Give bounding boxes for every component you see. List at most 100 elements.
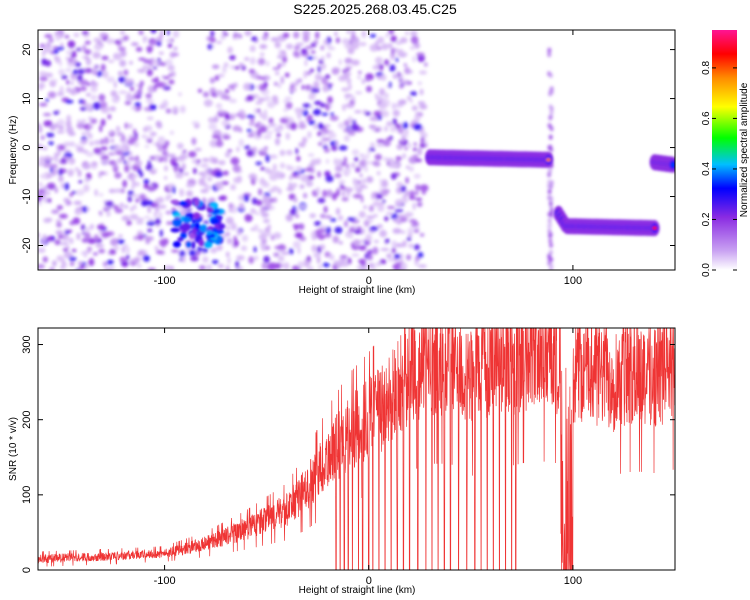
noise-blob [146, 45, 154, 52]
noise-blob [381, 179, 388, 188]
noise-blob [249, 57, 256, 65]
noise-blob [319, 102, 326, 108]
noise-blob [263, 109, 268, 117]
track-core [546, 158, 551, 162]
noise-blob [194, 147, 202, 152]
noise-blob [376, 224, 383, 229]
noise-blob [417, 54, 425, 63]
noise-blob [106, 211, 111, 215]
noise-blob [388, 81, 392, 89]
noise-blob [90, 81, 99, 87]
noise-blob [138, 57, 146, 61]
noise-blob [49, 267, 55, 270]
noise-blob [343, 134, 350, 142]
noise-blob [402, 153, 407, 159]
noise-blob [347, 46, 355, 55]
noise-blob [314, 221, 322, 226]
noise-blob [371, 160, 380, 166]
noise-blob [93, 64, 97, 73]
noise-blob [280, 63, 286, 67]
noise-blob [113, 81, 117, 89]
noise-blob [228, 98, 237, 104]
noise-blob [364, 111, 371, 116]
noise-blob [243, 194, 250, 202]
noise-blob [70, 81, 74, 85]
noise-blob [361, 178, 367, 185]
noise-blob [280, 162, 285, 169]
noise-blob [251, 36, 258, 42]
noise-blob [293, 224, 299, 231]
noise-blob [172, 186, 176, 194]
noise-blob [322, 189, 328, 198]
noise-blob [112, 162, 118, 170]
noise-blob [390, 172, 397, 180]
noise-blob [82, 44, 87, 52]
noise-blob [38, 201, 42, 207]
noise-blob [409, 91, 418, 96]
noise-blob [302, 34, 310, 43]
noise-blob [47, 198, 52, 203]
noise-blob [352, 95, 356, 102]
noise-blob [299, 184, 305, 190]
noise-blob [102, 70, 109, 79]
noise-blob [209, 37, 216, 43]
noise-blob [173, 46, 178, 51]
noise-streak-blob [548, 134, 553, 140]
noise-blob [366, 215, 375, 219]
noise-blob [363, 219, 370, 227]
noise-blob [164, 155, 168, 163]
noise-blob [413, 229, 420, 233]
noise-blob [133, 235, 139, 241]
noise-blob [146, 221, 156, 226]
noise-blob [225, 251, 230, 258]
noise-blob [379, 229, 387, 238]
noise-blob [218, 160, 226, 166]
noise-blob [345, 67, 350, 72]
noise-blob [289, 165, 294, 170]
noise-streak-blob [548, 233, 552, 239]
noise-blob [227, 46, 234, 54]
noise-blob [277, 83, 282, 89]
noise-blob [413, 244, 420, 251]
noise-blob [285, 43, 294, 50]
noise-blob [144, 144, 150, 149]
noise-streak-blob [547, 179, 551, 185]
noise-blob [314, 31, 320, 39]
noise-blob [390, 213, 399, 220]
noise-blob [188, 249, 196, 256]
noise-blob [359, 42, 367, 47]
figure-title: S225.2025.268.03.45.C25 [293, 1, 457, 17]
noise-blob [129, 61, 133, 65]
noise-blob [408, 166, 414, 172]
noise-blob [225, 232, 231, 237]
noise-blob [159, 229, 163, 238]
noise-blob [395, 156, 403, 161]
noise-blob [343, 220, 349, 228]
noise-blob [289, 208, 297, 216]
noise-streak-blob [548, 104, 553, 110]
noise-blob [65, 89, 74, 93]
noise-blob [90, 94, 98, 101]
snr-frame [37, 327, 676, 571]
noise-blob [154, 206, 160, 213]
colorbar-tick-label: 0.6 [701, 111, 712, 125]
noise-blob [68, 256, 77, 262]
noise-blob [325, 175, 334, 183]
noise-blob [327, 46, 336, 51]
noise-blob [220, 34, 226, 41]
noise-blob [261, 35, 269, 41]
noise-blob [272, 163, 277, 171]
noise-blob [228, 202, 234, 209]
noise-blob [134, 102, 141, 107]
noise-blob [320, 244, 326, 251]
noise-blob [90, 85, 98, 93]
noise-blob [390, 35, 398, 43]
noise-blob [162, 150, 166, 156]
noise-blob [315, 73, 320, 78]
noise-blob [415, 191, 419, 196]
noise-blob [106, 38, 115, 44]
noise-blob [276, 132, 281, 138]
noise-blob [70, 141, 75, 147]
noise-blob [182, 149, 187, 153]
noise-blob [51, 169, 57, 177]
